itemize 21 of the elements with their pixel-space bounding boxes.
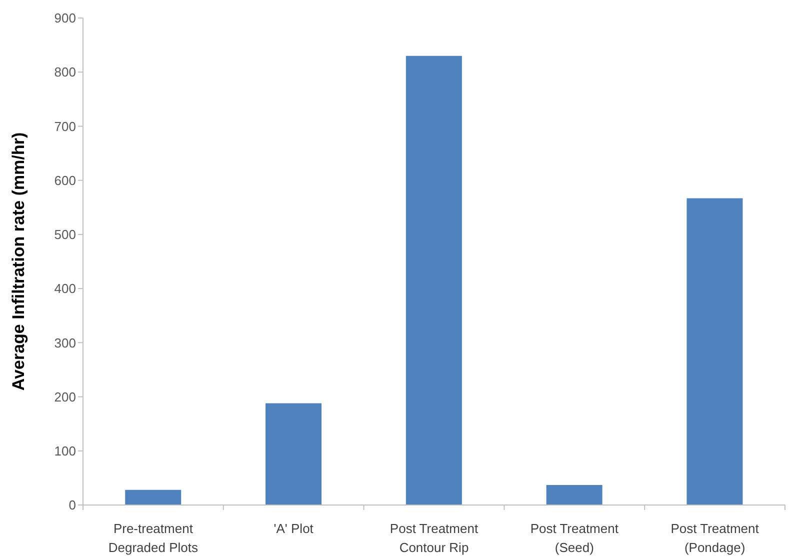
y-tick-label: 200 (54, 389, 76, 404)
y-tick-label: 900 (54, 10, 76, 26)
y-tick-label: 300 (54, 335, 76, 350)
y-tick-label: 500 (54, 227, 76, 242)
x-tick-label: Post Treatment (Seed) (530, 521, 619, 555)
y-axis-title: Average Infiltration rate (mm/hr) (9, 132, 28, 391)
x-tick-label: Pre-treatment Degraded Plots (108, 521, 198, 555)
y-tick-label: 800 (54, 64, 76, 80)
bar (125, 490, 182, 505)
y-tick-label: 0 (68, 498, 76, 513)
bar (266, 403, 322, 505)
x-tick-label: Post Treatment (Pondage) (670, 521, 760, 555)
x-tick-label: Post Treatment Contour Rip (390, 521, 478, 555)
y-tick-label: 100 (54, 444, 76, 459)
x-tick-label: 'A' Plot (274, 521, 314, 536)
y-tick-label: 400 (54, 281, 76, 296)
bar (546, 484, 602, 505)
bar (686, 198, 743, 505)
y-tick-label: 700 (54, 118, 76, 134)
bar (406, 56, 462, 505)
y-tick-label: 600 (54, 172, 76, 188)
